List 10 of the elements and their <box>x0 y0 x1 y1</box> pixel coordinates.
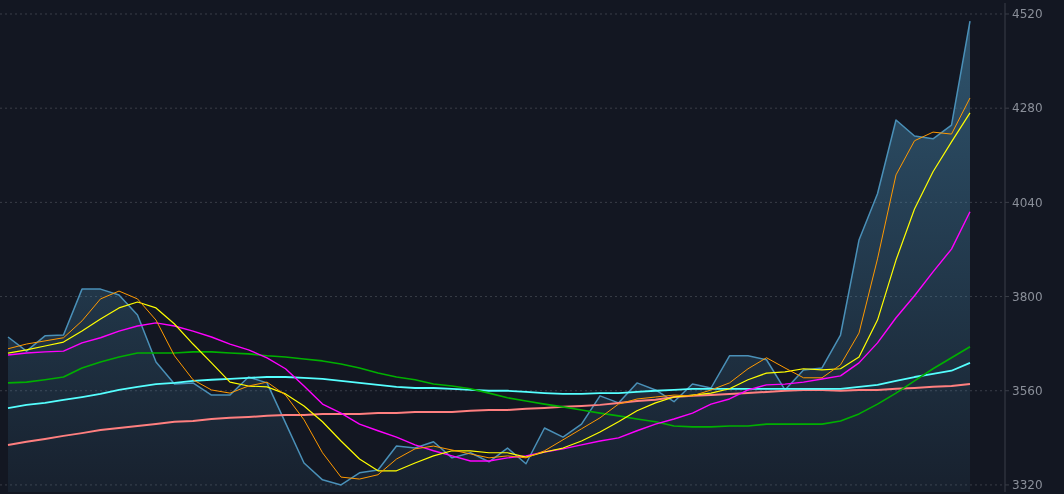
line-series <box>7 211 971 462</box>
y-tick-label: 3560 <box>1012 383 1043 398</box>
y-tick-label: 3320 <box>1012 478 1043 493</box>
line-series <box>7 345 971 428</box>
y-tick-label: 4280 <box>1012 101 1043 116</box>
line-series <box>7 383 971 446</box>
y-tick-label: 3800 <box>1012 289 1043 304</box>
y-tick-label: 4040 <box>1012 195 1043 210</box>
line-series <box>7 361 971 409</box>
y-tick-label: 4520 <box>1012 7 1043 22</box>
